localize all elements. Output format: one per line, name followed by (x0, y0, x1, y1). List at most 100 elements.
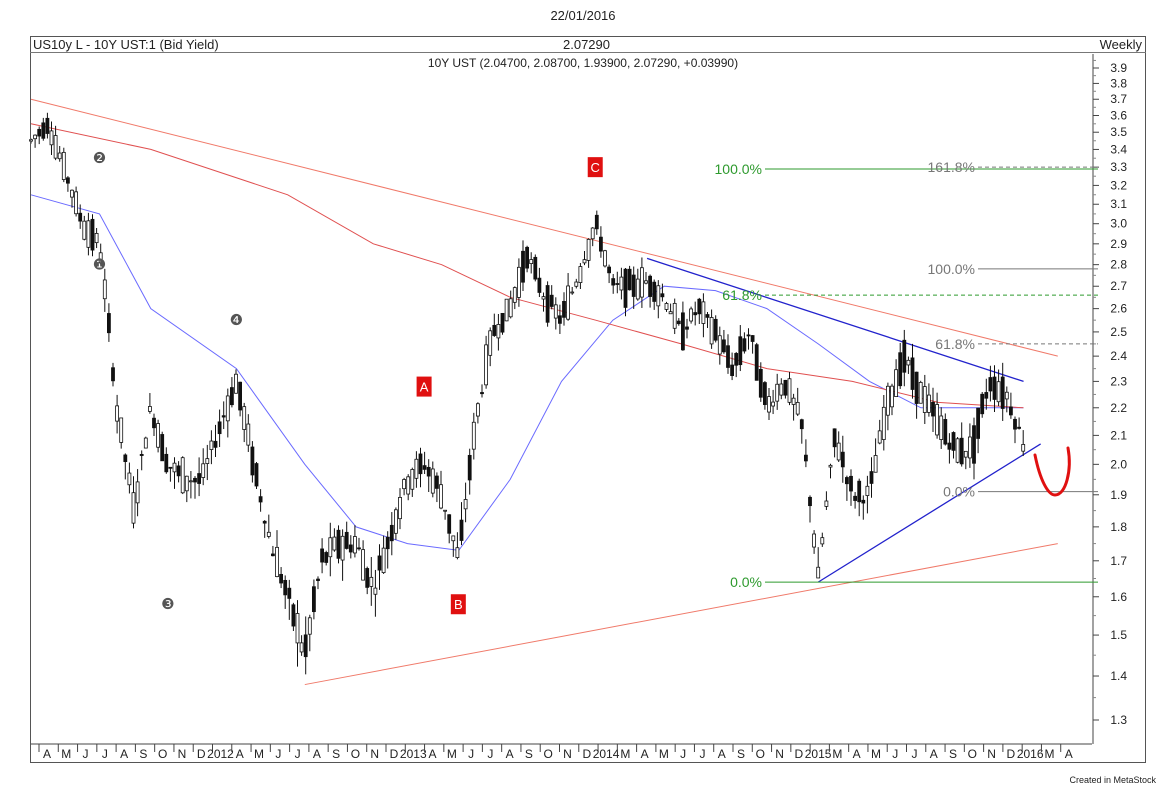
x-tick-label: J (102, 747, 108, 761)
x-tick-label: J (468, 747, 474, 761)
candle-body (217, 421, 222, 435)
candle-body (1021, 444, 1026, 452)
candle-body (840, 451, 845, 468)
candle-body (767, 396, 771, 413)
annotation-curve (1033, 446, 1071, 497)
candle-body (422, 465, 427, 470)
candle-body (566, 285, 570, 320)
wave-label-circle: ❹ (230, 312, 243, 329)
x-tick-label: D (390, 747, 399, 761)
x-tick-label: 2015 (805, 747, 832, 761)
candle-body (311, 586, 316, 613)
chart-frame (30, 36, 1146, 763)
candle-body (213, 440, 218, 448)
y-tick-label: 3.3 (1110, 160, 1127, 174)
candle-body (1000, 376, 1005, 409)
candle-body (968, 436, 972, 459)
trendline-red (30, 98, 1058, 357)
x-tick-label: D (197, 747, 206, 761)
y-tick-label: 2.1 (1110, 428, 1127, 442)
candle-body (299, 642, 304, 653)
candle-body (914, 371, 919, 404)
candle-body (172, 462, 177, 473)
candle-body (697, 298, 702, 315)
candle-body (373, 587, 378, 595)
y-tick-label: 2.3 (1110, 374, 1127, 388)
x-tick-label: A (120, 747, 128, 761)
candle-body (603, 250, 607, 267)
candle-body (750, 335, 755, 342)
x-tick-label: M (620, 747, 630, 761)
x-tick-label: N (563, 747, 572, 761)
x-tick-label: A (313, 747, 321, 761)
candle-body (492, 324, 497, 336)
candle-body (37, 128, 42, 137)
candle-body (664, 303, 669, 310)
candle-body (791, 397, 796, 405)
candle-body (209, 440, 214, 450)
candle-body (910, 357, 915, 390)
candle-body (123, 454, 128, 463)
candle-body (107, 313, 111, 334)
candle-body (1013, 418, 1017, 430)
candle-body (939, 415, 944, 440)
candles-group (29, 112, 1026, 675)
candle-body (147, 406, 152, 412)
y-tick-label: 2.8 (1110, 258, 1127, 272)
candle-body (947, 442, 952, 450)
candle-body (570, 291, 575, 294)
candle-body (357, 547, 361, 550)
candle-body (734, 353, 739, 366)
candle-body (287, 587, 292, 599)
candle-body (439, 484, 443, 509)
candle-body (779, 383, 784, 396)
candle-body (152, 417, 156, 429)
candle-body (336, 529, 341, 559)
candle-body (656, 285, 661, 307)
candle-body (549, 294, 554, 307)
candle-body (943, 419, 948, 445)
candle-body (545, 285, 550, 323)
candle-body (393, 509, 398, 534)
x-tick-label: O (544, 747, 553, 761)
candle-body (992, 376, 997, 400)
candle-body (275, 546, 279, 578)
candle-body (672, 302, 677, 329)
candle-body (57, 152, 62, 160)
candle-body (689, 308, 693, 322)
candle-body (205, 458, 210, 464)
wave-label-b-box (450, 594, 466, 615)
candle-body (414, 458, 419, 479)
candle-body (541, 296, 546, 300)
chart-header: US10y L - 10Y UST:1 (Bid Yield) 2.07290 … (30, 36, 1146, 53)
x-tick-label: S (949, 747, 957, 761)
candle-body (738, 336, 743, 366)
candle-body (988, 377, 993, 392)
y-tick-label: 2.0 (1110, 457, 1127, 471)
candle-body (320, 548, 325, 563)
candle-body (963, 450, 968, 458)
x-tick-label: J (487, 747, 493, 761)
candle-body (590, 227, 595, 240)
candle-body (348, 544, 353, 553)
candle-body (344, 531, 349, 549)
candle-body (41, 122, 46, 139)
candle-body (935, 404, 939, 436)
candle-body (480, 392, 484, 395)
candle-body (225, 395, 230, 422)
x-tick-label: S (139, 747, 147, 761)
candle-body (504, 298, 509, 322)
candle-body (221, 415, 226, 418)
y-tick-label: 3.0 (1110, 217, 1127, 231)
candle-body (512, 287, 517, 303)
candle-body (951, 432, 956, 451)
y-tick-label: 2.4 (1110, 349, 1127, 363)
candle-body (451, 535, 456, 542)
candle-body (131, 492, 136, 524)
candle-body (607, 266, 611, 274)
candle-body (881, 406, 886, 440)
candle-body (475, 403, 480, 417)
candle-body (115, 405, 119, 422)
candle-body (537, 277, 542, 293)
candle-body (139, 454, 144, 456)
